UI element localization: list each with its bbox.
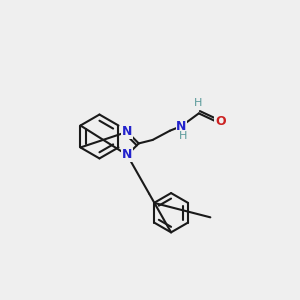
Text: H: H — [194, 98, 202, 108]
Text: H: H — [178, 131, 187, 142]
Text: N: N — [122, 148, 132, 161]
Text: N: N — [176, 120, 187, 133]
Text: O: O — [215, 115, 226, 128]
Text: N: N — [122, 125, 132, 138]
